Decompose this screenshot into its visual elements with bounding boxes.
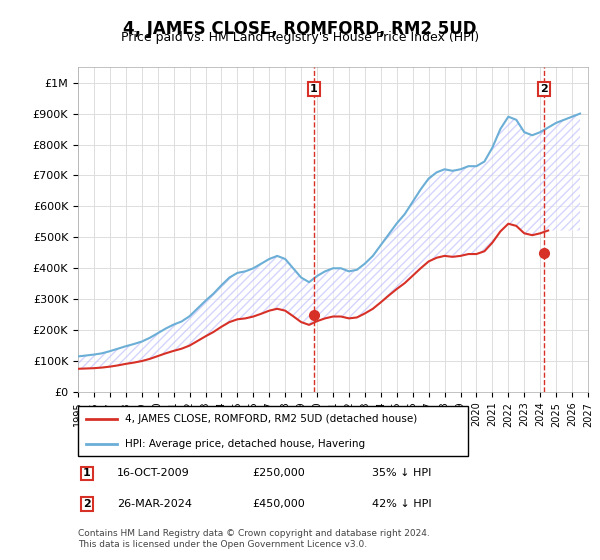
Text: 35% ↓ HPI: 35% ↓ HPI (372, 468, 431, 478)
Text: 4, JAMES CLOSE, ROMFORD, RM2 5UD: 4, JAMES CLOSE, ROMFORD, RM2 5UD (123, 20, 477, 38)
Text: Contains HM Land Registry data © Crown copyright and database right 2024.
This d: Contains HM Land Registry data © Crown c… (78, 529, 430, 549)
Text: Price paid vs. HM Land Registry's House Price Index (HPI): Price paid vs. HM Land Registry's House … (121, 31, 479, 44)
Text: £450,000: £450,000 (252, 499, 305, 509)
Text: 4, JAMES CLOSE, ROMFORD, RM2 5UD (detached house): 4, JAMES CLOSE, ROMFORD, RM2 5UD (detach… (125, 414, 417, 423)
Text: 42% ↓ HPI: 42% ↓ HPI (372, 499, 431, 509)
Text: 2: 2 (83, 499, 91, 509)
Text: HPI: Average price, detached house, Havering: HPI: Average price, detached house, Have… (125, 439, 365, 449)
Text: 26-MAR-2024: 26-MAR-2024 (117, 499, 192, 509)
Text: 16-OCT-2009: 16-OCT-2009 (117, 468, 190, 478)
Text: 2: 2 (540, 84, 548, 94)
FancyBboxPatch shape (78, 406, 468, 456)
Text: £250,000: £250,000 (252, 468, 305, 478)
Text: 1: 1 (310, 84, 317, 94)
Text: 1: 1 (83, 468, 91, 478)
